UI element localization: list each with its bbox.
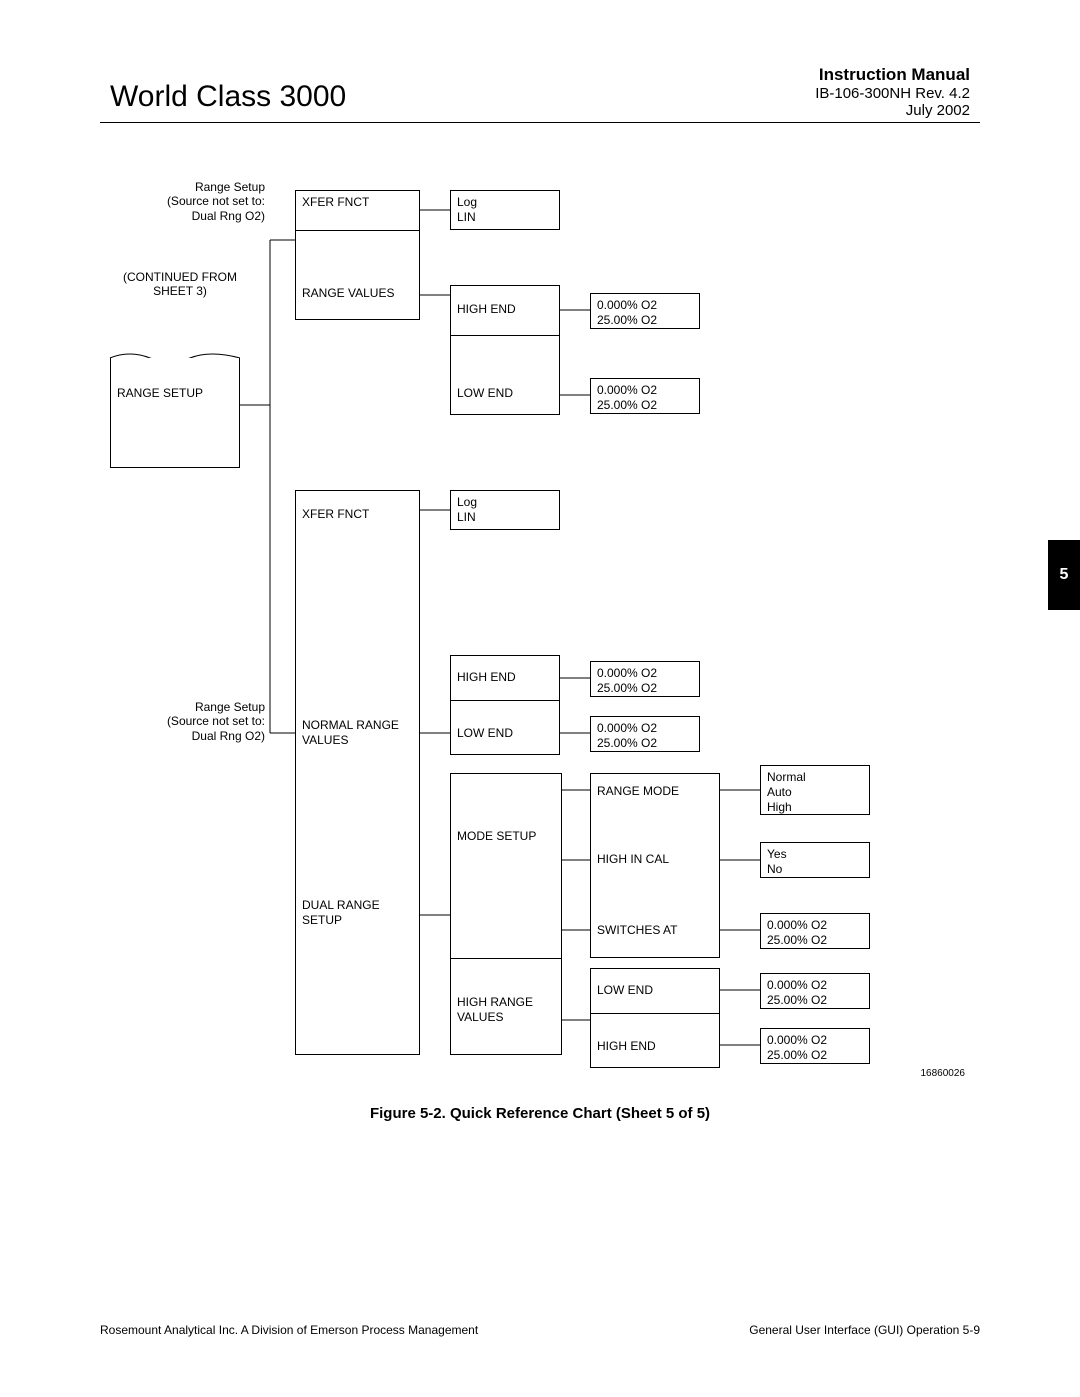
flowchart: Range Setup(Source not set to:Dual Rng O… [100, 180, 980, 1100]
node-g1-xfer-fnct: XFER FNCT [295, 190, 420, 230]
node-g2-range-mode: RANGE MODE [590, 773, 720, 828]
figure-number: 16860026 [921, 1068, 966, 1079]
node-g1-low-end: LOW END [450, 335, 560, 415]
label-range-setup-note-1: Range Setup(Source not set to:Dual Rng O… [110, 180, 265, 223]
header-rule [100, 122, 980, 123]
node-g2-switches-at: SWITCHES AT [590, 893, 720, 958]
node-g2-hr-high-end-vals: 0.000% O225.00% O2 [760, 1028, 870, 1064]
node-g2-xfer-vals: LogLIN [450, 490, 560, 530]
label-range-setup-note-2: Range Setup(Source not set to:Dual Rng O… [110, 700, 265, 743]
page-title: World Class 3000 [110, 80, 346, 114]
label-continued: (CONTINUED FROMSHEET 3) [100, 270, 260, 299]
node-g2-range-mode-vals: NormalAutoHigh [760, 765, 870, 815]
node-g2-hr-low-end-vals: 0.000% O225.00% O2 [760, 973, 870, 1009]
node-g2-xfer-fnct: XFER FNCT [295, 490, 420, 700]
footer-right: General User Interface (GUI) Operation 5… [749, 1323, 980, 1337]
date-label: July 2002 [815, 102, 970, 119]
page: World Class 3000 Instruction Manual IB-1… [0, 0, 1080, 1397]
header-right: Instruction Manual IB-106-300NH Rev. 4.2… [815, 65, 970, 119]
node-g2-high-end: HIGH END [450, 655, 560, 700]
node-g2-high-range-values: HIGH RANGEVALUES [450, 958, 562, 1055]
revision-label: IB-106-300NH Rev. 4.2 [815, 85, 970, 102]
node-g2-switches-at-vals: 0.000% O225.00% O2 [760, 913, 870, 949]
manual-label: Instruction Manual [815, 65, 970, 85]
section-tab: 5 [1048, 540, 1080, 610]
node-g2-low-end: LOW END [450, 700, 560, 755]
node-g2-low-end-vals: 0.000% O225.00% O2 [590, 716, 700, 752]
node-g2-normal-range-values: NORMAL RANGEVALUES [295, 700, 420, 870]
node-g2-hr-high-end: HIGH END [590, 1013, 720, 1068]
node-g1-low-end-vals: 0.000% O225.00% O2 [590, 378, 700, 414]
node-g2-high-in-cal-vals: YesNo [760, 842, 870, 878]
footer-left: Rosemount Analytical Inc. A Division of … [100, 1323, 478, 1337]
node-g1-range-values: RANGE VALUES [295, 230, 420, 320]
node-g1-high-end: HIGH END [450, 285, 560, 335]
node-g2-mode-setup: MODE SETUP [450, 773, 562, 958]
figure-caption: Figure 5-2. Quick Reference Chart (Sheet… [0, 1105, 1080, 1122]
node-g2-dual-range-setup: DUAL RANGESETUP [295, 870, 420, 1055]
node-g2-hr-low-end: LOW END [590, 968, 720, 1013]
node-range-setup: RANGE SETUP [110, 358, 240, 468]
node-g1-xfer-vals: LogLIN [450, 190, 560, 230]
node-g1-high-end-vals: 0.000% O225.00% O2 [590, 293, 700, 329]
node-g2-high-end-vals: 0.000% O225.00% O2 [590, 661, 700, 697]
node-g2-high-in-cal: HIGH IN CAL [590, 828, 720, 893]
